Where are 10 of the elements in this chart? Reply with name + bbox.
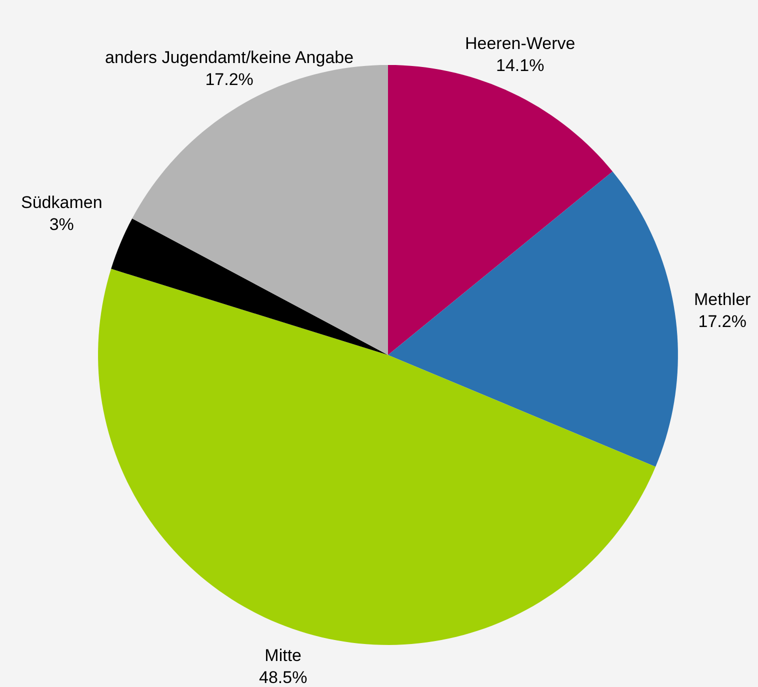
slice-label: Mitte [264,646,302,665]
slice-label: Südkamen [21,193,102,212]
slice-label: Methler [694,290,752,309]
data-label: 14.1% [496,56,544,76]
slice-label: anders Jugendamt/keine Angabe [105,48,354,67]
data-label: 3% [49,215,74,234]
data-label: 17.2% [205,70,254,90]
data-label: 48.5% [259,668,308,687]
slice-label: Heeren-Werve [465,34,576,53]
data-label: 17.2% [698,312,746,332]
